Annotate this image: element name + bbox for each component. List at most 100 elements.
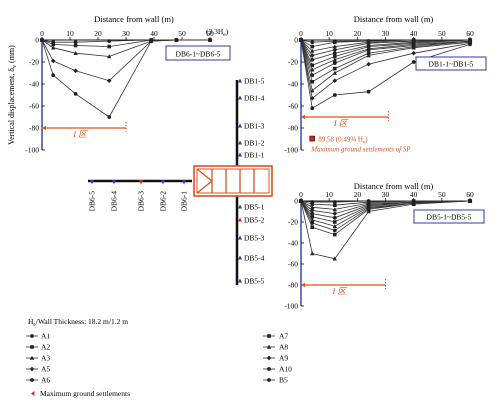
db5-point-label: DB5-3: [244, 234, 265, 243]
series-box-label: DB5-1~DB5-5: [427, 213, 472, 222]
x-axis-title: Distance from wall (m): [354, 181, 434, 191]
data-point: [174, 38, 179, 42]
x-tick-label: 40: [410, 190, 418, 199]
max-settlement-value: 89.58 (0.49% He): [318, 136, 368, 146]
series-box-label: DB6-1~DB6-5: [176, 50, 221, 59]
data-point: [332, 211, 338, 216]
series-line: [300, 200, 471, 223]
legend-label: A6: [41, 376, 50, 385]
db5-monitor-point: [238, 204, 242, 209]
y-tick-label: -100: [25, 146, 39, 155]
data-point: [332, 228, 337, 233]
db6-monitor-point: [161, 180, 165, 185]
data-point: [310, 214, 315, 219]
data-point: [107, 39, 112, 43]
y-tick-label: -20: [288, 58, 298, 67]
y-tick-label: -100: [284, 146, 298, 155]
data-point: [310, 40, 315, 45]
data-point: [310, 225, 315, 230]
db6-point-label: DB6-4: [110, 191, 119, 212]
data-point: [332, 200, 337, 204]
data-point: [332, 70, 337, 75]
legend-label: A8: [279, 343, 288, 352]
data-point: [332, 224, 337, 228]
x-tick-label: 40: [410, 29, 418, 38]
legend-marker: [29, 355, 35, 360]
x-tick-label: 10: [325, 29, 333, 38]
db6-monitor-point: [139, 180, 143, 185]
y-tick-label: 0: [35, 36, 39, 45]
db5-monitor-point: [238, 255, 242, 260]
x-axis-title: Distance from wall (m): [94, 14, 174, 24]
data-point: [366, 61, 371, 67]
zone-I-arrow: [301, 282, 305, 288]
data-point: [411, 45, 416, 50]
db5-monitor-point: [238, 235, 242, 240]
data-point: [107, 115, 112, 119]
y-tick-label: -80: [288, 124, 298, 133]
db1-point-label: DB1-5: [244, 77, 265, 86]
db6-monitor-point: [112, 180, 116, 185]
max-settlement-marker: [309, 135, 316, 142]
data-point: [51, 45, 56, 50]
y-tick-label: -40: [29, 80, 39, 89]
zone-I-arrow: [301, 114, 305, 120]
x-tick-label: 20: [354, 190, 362, 199]
data-point: [333, 40, 337, 44]
data-point: [149, 39, 154, 43]
shaft-structure: [193, 165, 273, 197]
chart-db1: 0 10 20 30 40 50 60 0 -20 -40 -60 -80 -100 Distance f…: [284, 14, 487, 155]
series-line: [300, 39, 471, 61]
legend-marker: [30, 345, 34, 349]
db5-point-label: DB5-1: [244, 203, 265, 212]
x-axis-title: Distance from wall (m): [354, 14, 434, 24]
data-point: [366, 51, 371, 55]
data-point: [310, 202, 315, 206]
x-tick-label: 20: [354, 29, 362, 38]
data-point: [73, 43, 78, 48]
db1-monitor-point: [238, 140, 242, 145]
data-point: [73, 68, 78, 74]
series-line: [300, 200, 471, 260]
data-point: [333, 54, 337, 59]
legend-label: A3: [41, 354, 50, 363]
data-point: [332, 93, 337, 97]
data-point: [332, 51, 337, 56]
legend-marker: [267, 378, 271, 382]
legend: He/Wall Thickness: 18.2 m/1.2 m A1 A2 A3 A5…: [26, 317, 292, 398]
data-point: [310, 211, 315, 216]
plan-markers: DB6-5 DB6-4 DB6-3 DB6-2 DB6-1 DB1-5 DB1-4 DB1-3…: [88, 77, 265, 286]
series-box: [415, 56, 487, 71]
legend-marker: [267, 367, 271, 371]
x-tick-label: 0: [299, 190, 303, 199]
series-line: [300, 39, 471, 66]
series-box: [165, 45, 231, 61]
data-point: [366, 44, 371, 49]
y-tick-label: -40: [288, 80, 298, 89]
db5-monitor-point: [238, 217, 242, 222]
data-point: [310, 57, 315, 62]
db1-monitor-point: [238, 123, 242, 128]
y-tick-label: -20: [288, 218, 298, 227]
x-tick-label: 20: [94, 29, 102, 38]
x-tick-label: 0: [40, 29, 44, 38]
plan-view: DB6-5 DB6-4 DB6-3 DB6-2 DB6-1 DB1-5 DB1-4 DB1-3…: [88, 77, 273, 286]
legend-items: A1 A2 A3 A5 A6 A7 A8 A9 A10 B5: [26, 332, 292, 385]
series-line: [300, 39, 471, 71]
y-axis-title: Vertical displacement, δv (mm): [7, 45, 18, 145]
legend-marker: [267, 334, 271, 338]
y-tick-label: -40: [288, 239, 298, 248]
zone-I-label: I 区: [333, 118, 349, 128]
db6-point-label: DB6-1: [180, 191, 189, 212]
data-point: [51, 73, 56, 78]
chart-db5: 0 10 20 30 40 50 60 0 -20 -40 -60 -80 -100 Distance f…: [284, 181, 485, 311]
db5-monitor-point: [238, 278, 242, 283]
data-point: [309, 208, 315, 213]
data-point: [299, 38, 303, 42]
data-point: [366, 209, 371, 214]
data-point: [411, 60, 416, 64]
x-tick-label: 10: [325, 190, 333, 199]
legend-label: A5: [41, 365, 50, 374]
y-tick-label: -20: [29, 58, 39, 67]
